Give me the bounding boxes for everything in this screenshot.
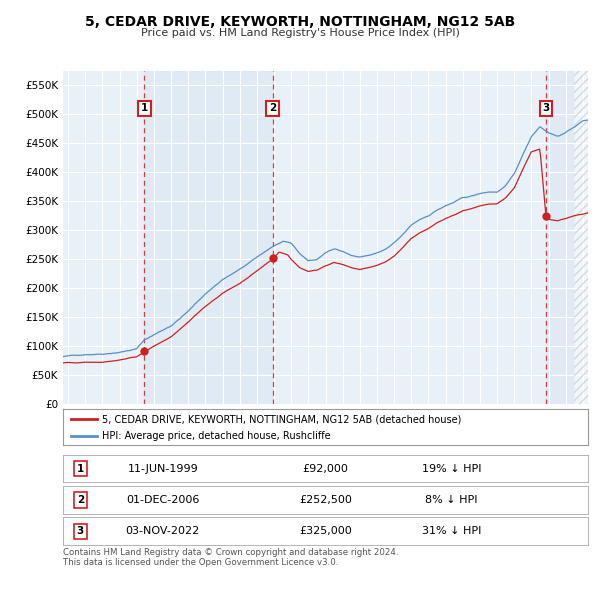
Bar [145,71,272,404]
Text: 31% ↓ HPI: 31% ↓ HPI [422,526,481,536]
Text: 8% ↓ HPI: 8% ↓ HPI [425,495,478,505]
Text: 11-JUN-1999: 11-JUN-1999 [127,464,198,474]
Text: 5, CEDAR DRIVE, KEYWORTH, NOTTINGHAM, NG12 5AB (detached house): 5, CEDAR DRIVE, KEYWORTH, NOTTINGHAM, NG… [103,414,462,424]
Text: 01-DEC-2006: 01-DEC-2006 [126,495,199,505]
Text: £325,000: £325,000 [299,526,352,536]
Text: Price paid vs. HM Land Registry's House Price Index (HPI): Price paid vs. HM Land Registry's House … [140,28,460,38]
Bar [546,71,574,404]
Text: £92,000: £92,000 [302,464,349,474]
Text: 1: 1 [140,103,148,113]
Text: 19% ↓ HPI: 19% ↓ HPI [422,464,481,474]
Text: 03-NOV-2022: 03-NOV-2022 [125,526,200,536]
Bar [574,71,588,404]
Text: 3: 3 [542,103,550,113]
Bar [574,71,588,404]
Text: Contains HM Land Registry data © Crown copyright and database right 2024.
This d: Contains HM Land Registry data © Crown c… [63,548,398,568]
Text: 5, CEDAR DRIVE, KEYWORTH, NOTTINGHAM, NG12 5AB: 5, CEDAR DRIVE, KEYWORTH, NOTTINGHAM, NG… [85,15,515,29]
Text: £252,500: £252,500 [299,495,352,505]
Text: HPI: Average price, detached house, Rushcliffe: HPI: Average price, detached house, Rush… [103,431,331,441]
Text: 3: 3 [77,526,84,536]
Text: 2: 2 [269,103,276,113]
Text: 1: 1 [77,464,84,474]
Text: 2: 2 [77,495,84,505]
